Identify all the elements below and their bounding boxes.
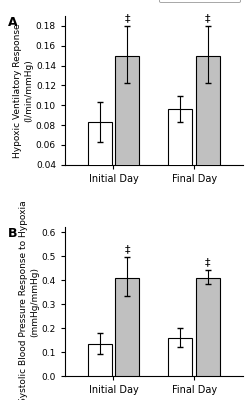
Text: A: A bbox=[8, 16, 18, 29]
Bar bbox=[115, 278, 139, 376]
Text: B: B bbox=[8, 227, 18, 240]
Text: ‡: ‡ bbox=[205, 258, 210, 268]
Bar bbox=[88, 344, 112, 376]
Text: ‡: ‡ bbox=[124, 13, 130, 23]
Y-axis label: Systolic Blood Pressure Response to Hypoxia
(mmHg/mmHg): Systolic Blood Pressure Response to Hypo… bbox=[19, 200, 39, 400]
Text: ‡: ‡ bbox=[205, 13, 210, 23]
Legend: Initial Episode, Final Episode: Initial Episode, Final Episode bbox=[159, 0, 240, 2]
Y-axis label: Hypoxic Ventilatory Response
(l/min/mmHg): Hypoxic Ventilatory Response (l/min/mmHg… bbox=[13, 23, 33, 158]
Bar bbox=[168, 109, 192, 204]
Bar bbox=[196, 56, 220, 204]
Bar bbox=[196, 278, 220, 376]
Text: ‡: ‡ bbox=[124, 244, 130, 254]
Bar bbox=[88, 122, 112, 204]
Bar bbox=[115, 56, 139, 204]
Bar bbox=[168, 338, 192, 376]
